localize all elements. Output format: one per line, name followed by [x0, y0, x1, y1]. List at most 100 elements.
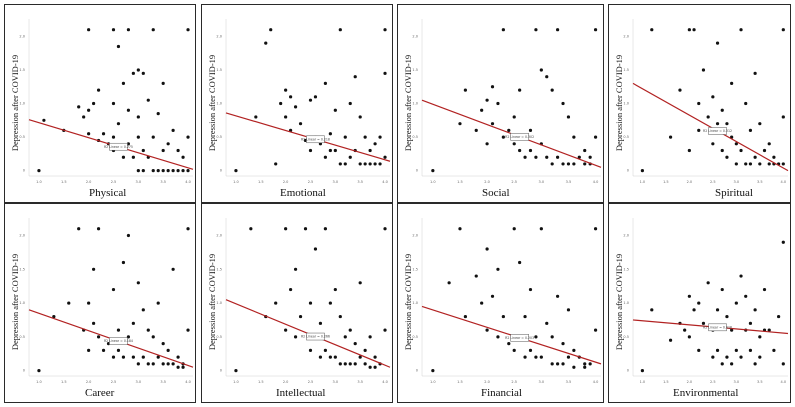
data-point	[725, 314, 729, 319]
fit-label-text: R2 Linear = 0.266	[301, 335, 330, 339]
data-point	[87, 301, 91, 305]
data-point	[333, 355, 337, 359]
y-tick-label: 1.5	[216, 267, 222, 271]
data-point	[748, 128, 753, 132]
data-point	[181, 169, 185, 173]
x-tick-label: 3.5	[757, 180, 763, 184]
x-tick-label: 1.0	[36, 180, 42, 184]
data-point	[593, 135, 598, 139]
data-point	[156, 169, 160, 173]
y-tick-label: 2.0	[216, 34, 222, 38]
data-point	[447, 281, 451, 285]
data-point	[181, 365, 185, 369]
data-point	[480, 301, 484, 305]
data-point	[52, 314, 56, 319]
data-point	[496, 267, 500, 271]
y-axis-label: Depression after COVID-19	[207, 54, 217, 152]
data-point	[758, 335, 762, 339]
data-point	[593, 28, 598, 32]
data-point	[181, 155, 185, 159]
data-point	[161, 362, 165, 366]
data-point	[171, 128, 175, 132]
data-point	[692, 28, 696, 32]
data-point	[781, 162, 785, 166]
data-point	[136, 281, 140, 285]
x-tick-label: 2.0	[687, 380, 693, 384]
y-tick-label: 1.0	[623, 102, 629, 106]
x-tick-label: 4.0	[185, 180, 191, 184]
fit-label-text: R2 Linear = 0.184	[104, 339, 133, 343]
data-point	[734, 142, 738, 146]
data-point	[668, 338, 673, 342]
x-tick-label: 3.0	[539, 180, 545, 184]
data-point	[328, 301, 332, 305]
data-point	[234, 369, 238, 373]
scatter-plot-social: 0 0.5 1.0 1.5 2.0 1.0 1.5 2.0 2.5 3.0 3.5 4.0 R2 Lin…	[412, 19, 602, 184]
data-point	[734, 348, 738, 352]
data-point	[234, 169, 238, 173]
y-tick-label: 2.0	[19, 34, 25, 38]
y-tick-label: 2.0	[623, 34, 629, 38]
data-point	[293, 105, 298, 109]
fit-label-text: R2 Linear = 0.218	[301, 137, 330, 141]
data-point	[593, 227, 598, 231]
data-point	[744, 294, 748, 298]
data-point	[156, 112, 160, 116]
data-point	[583, 362, 587, 366]
y-axis-label: Depression after COVID-19	[614, 54, 624, 152]
data-point	[166, 362, 170, 366]
data-point	[697, 348, 701, 352]
data-point	[687, 335, 691, 339]
data-point	[141, 355, 145, 359]
data-point	[308, 98, 313, 102]
data-point	[781, 362, 785, 366]
fit-label-text: R2 Linear = 0.312	[703, 129, 732, 133]
data-point	[534, 355, 538, 359]
data-point	[161, 342, 165, 346]
y-tick-label: 1.0	[623, 301, 629, 305]
scatter-plot-intellectual: 0 0.5 1.0 1.5 2.0 1.0 1.5 2.0 2.5 3.0 3.5 4.0 R2 Lin…	[216, 218, 391, 384]
data-point	[328, 132, 332, 136]
data-point	[289, 287, 293, 292]
data-point	[274, 301, 278, 305]
data-point	[534, 155, 538, 159]
y-tick-label: 0	[627, 369, 629, 373]
data-point	[92, 267, 96, 271]
data-point	[720, 108, 724, 112]
data-point	[368, 162, 372, 166]
data-point	[577, 155, 581, 159]
x-axis-label-financial: Financial	[481, 387, 522, 399]
y-axis-label: Depression after COVID-19	[614, 253, 624, 351]
data-point	[284, 88, 288, 92]
data-point	[753, 71, 757, 75]
data-point	[781, 240, 785, 244]
x-tick-label: 3.0	[734, 380, 740, 384]
data-point	[343, 335, 347, 339]
fit-label-box	[708, 127, 727, 135]
y-tick-label: 2.0	[623, 234, 629, 238]
data-point	[539, 68, 543, 72]
data-point	[758, 162, 762, 166]
data-point	[126, 28, 130, 32]
data-point	[353, 342, 357, 346]
data-point	[146, 98, 150, 102]
data-point	[523, 355, 527, 359]
data-point	[121, 355, 126, 359]
y-tick-label: 0	[220, 169, 222, 173]
x-tick-label: 1.0	[430, 180, 436, 184]
data-point	[545, 75, 549, 79]
data-point	[566, 162, 571, 166]
data-point	[166, 142, 170, 146]
data-point	[378, 162, 382, 166]
data-point	[116, 328, 121, 332]
data-point	[650, 308, 654, 312]
x-tick-label: 1.0	[233, 380, 239, 384]
data-point	[92, 101, 96, 106]
data-point	[753, 362, 757, 366]
data-point	[136, 169, 140, 173]
data-point	[131, 321, 135, 325]
x-tick-label: 1.0	[640, 180, 646, 184]
data-point	[767, 162, 771, 166]
y-axis-label: Depression after COVID-19	[10, 54, 20, 152]
data-point	[758, 122, 762, 126]
